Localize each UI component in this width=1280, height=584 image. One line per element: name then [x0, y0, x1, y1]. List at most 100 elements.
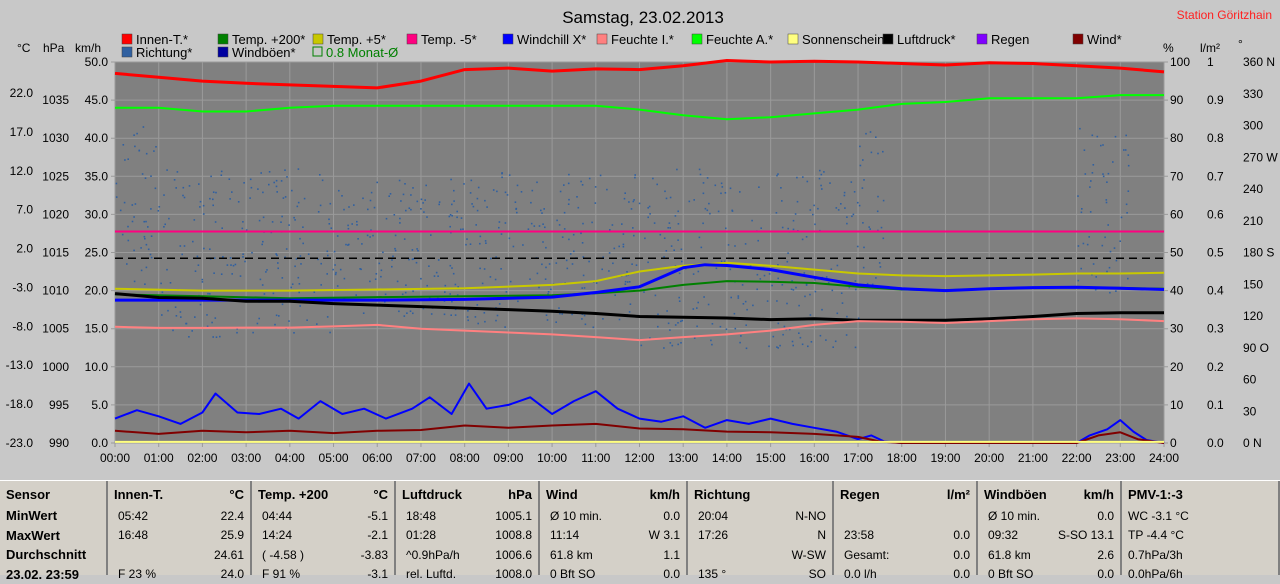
direction-point [802, 344, 804, 346]
legend-label: Feuchte I.* [611, 32, 674, 47]
direction-point [316, 323, 318, 325]
direction-point [128, 240, 130, 242]
y-kmh-tick: 45.0 [85, 93, 109, 107]
direction-point [142, 173, 144, 175]
direction-point [782, 284, 784, 286]
y-deg-tick: 270 W [1243, 150, 1278, 164]
direction-point [545, 278, 547, 280]
y-kmh-tick: 0.0 [91, 436, 108, 450]
direction-point [334, 251, 336, 253]
direction-point [851, 181, 853, 183]
direction-point [743, 303, 745, 305]
direction-point [400, 200, 402, 202]
direction-point [541, 264, 543, 266]
direction-point [846, 216, 848, 218]
direction-point [815, 291, 817, 293]
direction-point [517, 301, 519, 303]
direction-point [596, 282, 598, 284]
y-temp-tick: 2.0 [16, 242, 33, 256]
direction-point [877, 211, 879, 213]
direction-point [718, 211, 720, 213]
direction-point [1128, 190, 1130, 192]
panel-row-label: F 23 % [114, 567, 156, 581]
direction-point [327, 251, 329, 253]
direction-point [672, 345, 674, 347]
direction-point [453, 273, 455, 275]
direction-point [836, 207, 838, 209]
direction-point [573, 251, 575, 253]
direction-point [664, 237, 666, 239]
direction-point [560, 191, 562, 193]
direction-point [542, 241, 544, 243]
direction-point [426, 216, 428, 218]
direction-point [694, 337, 696, 339]
direction-point [787, 228, 789, 230]
direction-point [450, 314, 452, 316]
direction-point [250, 179, 252, 181]
direction-point [428, 265, 430, 267]
direction-point [206, 314, 208, 316]
direction-point [667, 227, 669, 229]
unit-lm2: l/m² [1200, 41, 1220, 55]
direction-point [809, 294, 811, 296]
panel-row-value: 24.61 [214, 548, 244, 562]
direction-point [484, 312, 486, 314]
direction-point [485, 240, 487, 242]
direction-point [194, 219, 196, 221]
direction-point [198, 183, 200, 185]
direction-point [159, 206, 161, 208]
direction-point [229, 198, 231, 200]
legend-swatch [218, 34, 228, 44]
x-tick-label: 09:00 [493, 451, 523, 465]
direction-point [689, 201, 691, 203]
direction-point [546, 314, 548, 316]
direction-point [453, 190, 455, 192]
direction-point [466, 238, 468, 240]
direction-point [1081, 212, 1083, 214]
panel-row-value: SO [809, 567, 826, 581]
direction-point [703, 193, 705, 195]
direction-point [631, 208, 633, 210]
direction-point [561, 313, 563, 315]
direction-point [281, 216, 283, 218]
direction-point [146, 244, 148, 246]
legend-swatch [122, 47, 132, 57]
direction-point [1080, 268, 1082, 270]
panel-unit: km/h [1084, 487, 1114, 506]
y-lm2-tick: 0.7 [1207, 169, 1224, 183]
y-pct-tick: 100 [1170, 55, 1190, 69]
direction-point [229, 178, 231, 180]
direction-point [625, 283, 627, 285]
direction-point [212, 205, 214, 207]
direction-point [606, 189, 608, 191]
direction-point [262, 192, 264, 194]
direction-point [417, 201, 419, 203]
direction-point [306, 319, 308, 321]
panel-unit: °C [373, 487, 388, 506]
direction-point [509, 174, 511, 176]
direction-point [381, 270, 383, 272]
direction-point [725, 228, 727, 230]
direction-point [361, 243, 363, 245]
direction-point [595, 202, 597, 204]
direction-point [710, 340, 712, 342]
direction-point [870, 131, 872, 133]
direction-point [141, 270, 143, 272]
direction-point [780, 187, 782, 189]
direction-point [771, 285, 773, 287]
direction-point [155, 188, 157, 190]
direction-point [593, 327, 595, 329]
direction-point [623, 233, 625, 235]
direction-point [331, 227, 333, 229]
direction-point [148, 249, 150, 251]
panel-row: 0.0hPa/6h [1128, 565, 1272, 584]
direction-point [1115, 136, 1117, 138]
direction-point [470, 192, 472, 194]
direction-point [264, 293, 266, 295]
direction-point [764, 275, 766, 277]
direction-point [865, 133, 867, 135]
y-lm2-tick: 0.5 [1207, 246, 1224, 260]
direction-point [449, 216, 451, 218]
direction-point [1090, 180, 1092, 182]
